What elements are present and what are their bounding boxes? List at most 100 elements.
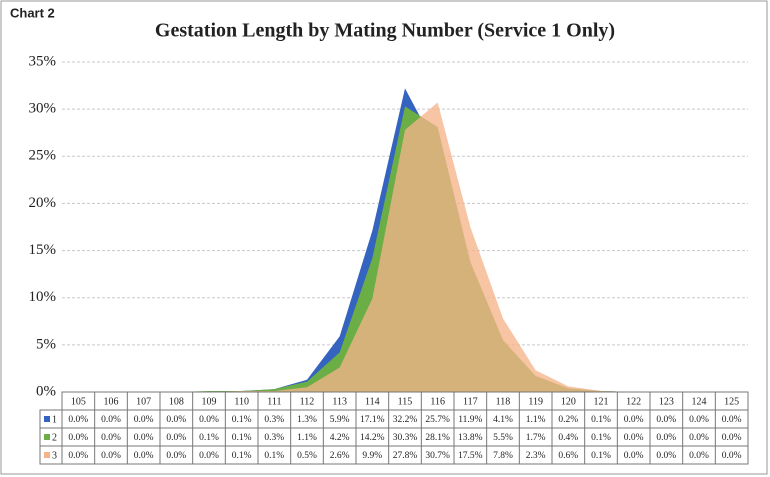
x-tick-label: 124 (692, 396, 707, 407)
table-cell: 0.0% (656, 451, 676, 461)
area (78, 102, 732, 393)
table-cell: 0.0% (68, 415, 88, 425)
table-cell: 9.9% (362, 451, 382, 461)
table-cell: 0.0% (101, 433, 121, 443)
table-cell: 0.0% (624, 451, 644, 461)
x-tick-label: 112 (300, 396, 315, 407)
legend-swatch (44, 416, 50, 422)
table-cell: 17.5% (458, 451, 483, 461)
y-tick-label: 25% (29, 148, 57, 164)
x-tick-label: 121 (594, 396, 609, 407)
table-cell: 0.1% (264, 451, 284, 461)
corner-label: Chart 2 (10, 5, 55, 20)
table-cell: 0.0% (656, 433, 676, 443)
table-cell: 0.0% (722, 433, 742, 443)
table-cell: 1.1% (526, 415, 546, 425)
table-cell: 0.1% (591, 451, 611, 461)
table-cell: 27.8% (393, 451, 418, 461)
table-cell: 7.8% (493, 451, 513, 461)
table-cell: 0.0% (199, 415, 219, 425)
y-tick-label: 30% (29, 101, 57, 117)
table-cell: 0.3% (264, 433, 284, 443)
table-cell: 0.1% (232, 451, 252, 461)
table-cell: 11.9% (458, 415, 482, 425)
table-cell: 0.0% (166, 415, 186, 425)
table-cell: 30.7% (425, 451, 450, 461)
x-tick-label: 119 (528, 396, 543, 407)
x-tick-label: 122 (626, 396, 641, 407)
table-cell: 2.3% (526, 451, 546, 461)
table-cell: 1.1% (297, 433, 317, 443)
x-tick-label: 111 (267, 396, 281, 407)
table-cell: 14.2% (360, 433, 385, 443)
table-cell: 0.5% (297, 451, 317, 461)
table-cell: 25.7% (425, 415, 450, 425)
legend-swatch (44, 452, 50, 458)
x-tick-label: 125 (724, 396, 739, 407)
x-tick-label: 117 (463, 396, 478, 407)
y-tick-label: 20% (29, 195, 57, 211)
x-tick-label: 105 (71, 396, 86, 407)
y-tick-label: 5% (36, 336, 56, 352)
table-cell: 0.0% (68, 433, 88, 443)
table-cell: 0.0% (689, 451, 709, 461)
table-cell: 0.0% (134, 433, 154, 443)
table-cell: 0.0% (722, 415, 742, 425)
table-cell: 1.7% (526, 433, 546, 443)
y-tick-label: 10% (29, 289, 57, 305)
table-cell: 0.0% (166, 451, 186, 461)
table-cell: 0.3% (264, 415, 284, 425)
x-tick-label: 110 (234, 396, 249, 407)
table-cell: 13.8% (458, 433, 483, 443)
table-cell: 0.0% (624, 415, 644, 425)
table-cell: 0.6% (558, 451, 578, 461)
table-cell: 2.6% (330, 451, 350, 461)
x-tick-label: 116 (430, 396, 445, 407)
legend-label: 1 (52, 414, 57, 425)
x-tick-label: 118 (496, 396, 511, 407)
legend-swatch (44, 434, 50, 440)
y-tick-label: 15% (29, 242, 57, 258)
table-cell: 4.2% (330, 433, 350, 443)
table-cell: 0.1% (232, 415, 252, 425)
table-cell: 0.0% (68, 451, 88, 461)
table-cell: 28.1% (425, 433, 450, 443)
table-cell: 0.1% (591, 415, 611, 425)
table-cell: 0.0% (134, 415, 154, 425)
table-cell: 0.1% (232, 433, 252, 443)
table-cell: 0.0% (199, 451, 219, 461)
x-tick-label: 108 (169, 396, 184, 407)
table-cell: 0.2% (558, 415, 578, 425)
x-tick-label: 123 (659, 396, 674, 407)
table-cell: 0.0% (656, 415, 676, 425)
table-cell: 0.0% (624, 433, 644, 443)
table-cell: 0.4% (558, 433, 578, 443)
x-tick-label: 114 (365, 396, 380, 407)
table-cell: 0.0% (722, 451, 742, 461)
table-cell: 4.1% (493, 415, 513, 425)
table-cell: 30.3% (393, 433, 418, 443)
table-row (39, 445, 749, 465)
y-tick-label: 35% (29, 53, 57, 69)
x-tick-label: 107 (136, 396, 151, 407)
table-cell: 0.1% (199, 433, 219, 443)
y-tick-label: 0% (36, 383, 56, 399)
table-cell: 5.9% (330, 415, 350, 425)
table-cell: 5.5% (493, 433, 513, 443)
x-tick-label: 115 (398, 396, 413, 407)
x-tick-label: 113 (332, 396, 347, 407)
table-cell: 0.0% (101, 451, 121, 461)
x-tick-label: 120 (561, 396, 576, 407)
table-cell: 0.1% (591, 433, 611, 443)
table-cell: 17.1% (360, 415, 385, 425)
x-tick-label: 106 (104, 396, 119, 407)
table-cell: 0.0% (134, 451, 154, 461)
table-cell: 0.0% (166, 433, 186, 443)
table-cell: 0.0% (101, 415, 121, 425)
table-cell: 0.0% (689, 433, 709, 443)
table-cell: 0.0% (689, 415, 709, 425)
x-tick-label: 109 (202, 396, 217, 407)
chart-title: Gestation Length by Mating Number (Servi… (155, 20, 615, 42)
table-cell: 1.3% (297, 415, 317, 425)
table-cell: 32.2% (393, 415, 418, 425)
